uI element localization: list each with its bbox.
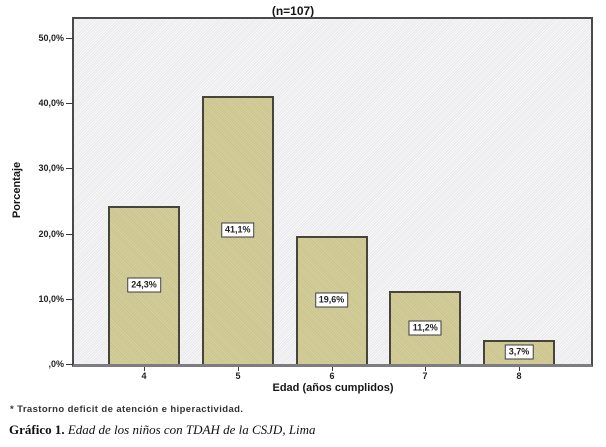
y-tick-mark: [66, 234, 73, 235]
x-tick-label: 7: [422, 371, 428, 381]
x-tick-label: 8: [516, 371, 522, 381]
x-tick-label: 4: [141, 371, 147, 381]
bar-value-label: 11,2%: [408, 320, 442, 336]
x-tick-mark: [238, 367, 239, 371]
y-tick-label: 10,0%: [38, 294, 64, 304]
footnote: * Trastorno deficit de atención e hipera…: [10, 404, 244, 415]
y-tick-mark: [66, 38, 73, 39]
y-tick-label: 30,0%: [38, 163, 64, 173]
figure-caption: Gráfico 1. Edad de los niños con TDAH de…: [9, 422, 316, 438]
x-tick-label: 5: [235, 371, 241, 381]
bar-value-label: 41,1%: [220, 222, 255, 238]
y-tick-label: 40,0%: [38, 98, 64, 108]
x-tick-mark: [332, 367, 333, 371]
x-tick-label: 6: [329, 371, 335, 381]
bar-value-label: 3,7%: [504, 344, 534, 360]
caption-label: Gráfico 1.: [9, 422, 65, 437]
x-tick-mark: [519, 367, 520, 371]
y-tick-mark: [66, 364, 73, 365]
y-tick-mark: [66, 103, 73, 104]
chart-title: (n=107): [271, 4, 315, 18]
y-tick-label: 20,0%: [38, 229, 64, 239]
caption-text: Edad de los niños con TDAH de la CSJD, L…: [67, 422, 316, 437]
bar-age-7: [389, 291, 461, 364]
plot-area: 24,3% 41,1% 19,6% 11,2% 3,7%: [72, 17, 593, 367]
x-axis-title: Edad (años cumplidos): [272, 382, 394, 394]
y-tick-label: ,0%: [48, 359, 64, 369]
y-tick-mark: [66, 168, 73, 169]
y-tick-label: 50,0%: [38, 33, 64, 43]
x-tick-mark: [425, 367, 426, 371]
x-tick-mark: [144, 367, 145, 371]
bar-value-label: 19,6%: [314, 292, 349, 308]
bar-value-label: 24,3%: [127, 277, 161, 293]
y-tick-mark: [66, 299, 73, 300]
